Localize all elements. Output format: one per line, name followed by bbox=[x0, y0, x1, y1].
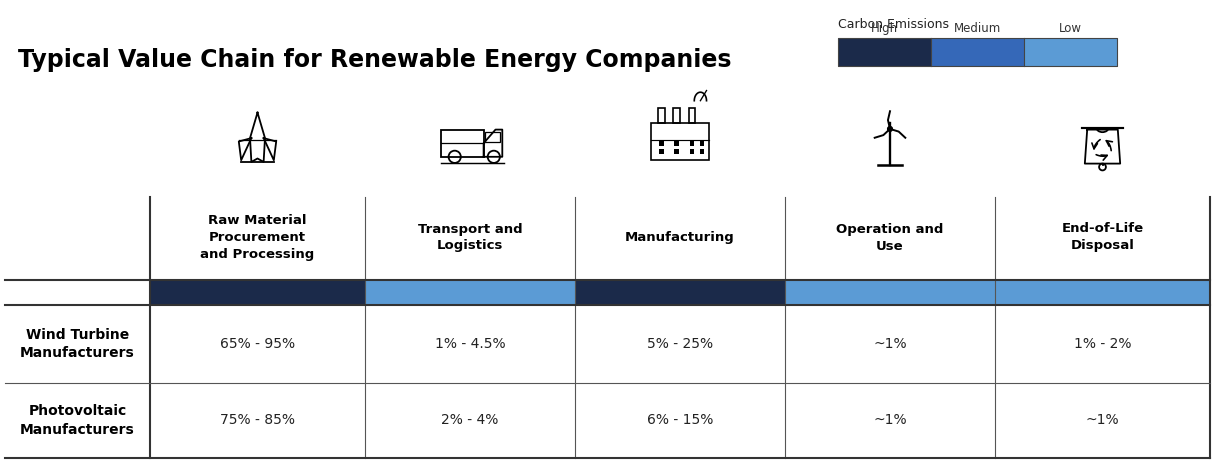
Text: ~1%: ~1% bbox=[873, 413, 907, 427]
Bar bbox=[485, 132, 499, 141]
Text: 65% - 95%: 65% - 95% bbox=[220, 337, 295, 351]
Bar bbox=[575, 280, 785, 305]
Bar bbox=[838, 38, 1118, 66]
Bar bbox=[674, 141, 679, 146]
Text: Low: Low bbox=[1059, 22, 1082, 35]
Bar bbox=[700, 149, 705, 154]
Text: Raw Material
Procurement
and Processing: Raw Material Procurement and Processing bbox=[201, 214, 315, 261]
Bar bbox=[785, 280, 995, 305]
Text: Wind Turbine
Manufacturers: Wind Turbine Manufacturers bbox=[20, 328, 135, 360]
Bar bbox=[365, 280, 575, 305]
Text: Medium: Medium bbox=[953, 22, 1001, 35]
Bar bbox=[151, 280, 365, 305]
Text: 1% - 2%: 1% - 2% bbox=[1073, 337, 1131, 351]
Text: 6% - 15%: 6% - 15% bbox=[646, 413, 714, 427]
Bar bbox=[688, 108, 695, 123]
Bar bbox=[931, 38, 1024, 66]
Bar bbox=[689, 149, 694, 154]
Bar bbox=[659, 108, 665, 123]
Text: 5% - 25%: 5% - 25% bbox=[647, 337, 714, 351]
Text: Carbon Emissions: Carbon Emissions bbox=[838, 18, 949, 31]
Text: ~1%: ~1% bbox=[873, 337, 907, 351]
Bar bbox=[659, 141, 663, 146]
Text: End-of-Life
Disposal: End-of-Life Disposal bbox=[1061, 223, 1143, 253]
Text: ~1%: ~1% bbox=[1086, 413, 1119, 427]
Bar bbox=[673, 108, 681, 123]
Text: 2% - 4%: 2% - 4% bbox=[442, 413, 498, 427]
Bar bbox=[700, 141, 705, 146]
Bar bbox=[689, 141, 694, 146]
Bar bbox=[1024, 38, 1118, 66]
Text: Typical Value Chain for Renewable Energy Companies: Typical Value Chain for Renewable Energy… bbox=[18, 48, 732, 72]
Text: Transport and
Logistics: Transport and Logistics bbox=[417, 223, 523, 253]
Bar bbox=[995, 280, 1211, 305]
Text: High: High bbox=[871, 22, 898, 35]
Bar bbox=[651, 123, 709, 160]
Text: 1% - 4.5%: 1% - 4.5% bbox=[435, 337, 506, 351]
Bar bbox=[838, 38, 931, 66]
Text: Operation and
Use: Operation and Use bbox=[836, 223, 944, 253]
Bar bbox=[674, 149, 679, 154]
Bar bbox=[441, 130, 483, 157]
Circle shape bbox=[887, 127, 892, 131]
Text: 75% - 85%: 75% - 85% bbox=[220, 413, 295, 427]
Text: Photovoltaic
Manufacturers: Photovoltaic Manufacturers bbox=[20, 404, 135, 437]
Text: Manufacturing: Manufacturing bbox=[625, 231, 734, 244]
Bar bbox=[659, 149, 663, 154]
